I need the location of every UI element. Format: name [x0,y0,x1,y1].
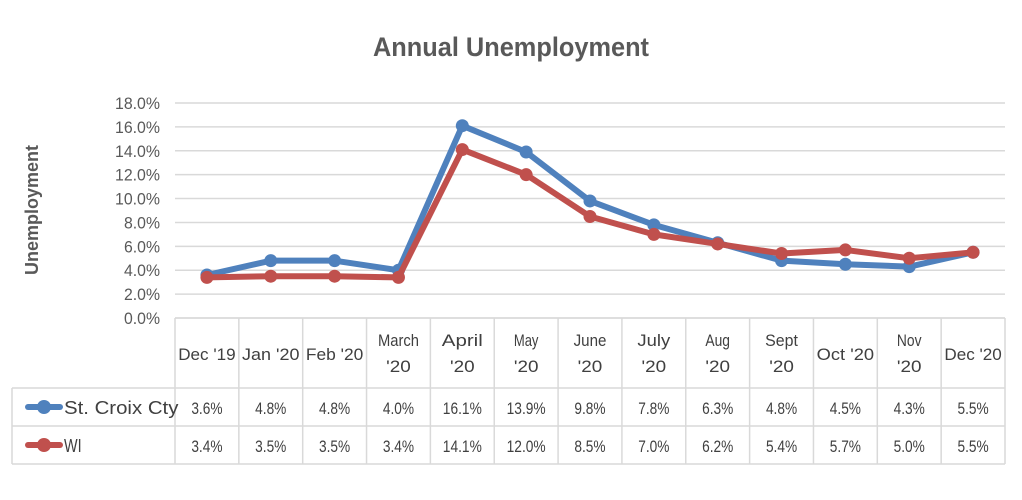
data-point [838,257,852,271]
data-point [264,254,278,268]
chart-title: Annual Unemployment [373,32,649,62]
legend-key [25,438,63,452]
data-point [264,269,278,283]
category-label: Dec '19 [178,345,235,364]
category-label: Nov [897,331,922,350]
category-label: '20 [642,357,667,376]
category-label: April [442,331,483,350]
table-cell-value: 5.0% [894,437,925,456]
data-point [838,243,852,257]
table-cell-value: 8.5% [574,437,605,456]
y-tick-label: 2.0% [124,285,160,304]
table-cell-value: 5.5% [957,437,988,456]
data-point [391,270,405,284]
data-point [455,143,469,157]
data-point [519,145,533,159]
table-cell-value: 3.4% [191,437,222,456]
category-label: Sept [765,331,798,350]
table-cell-value: 4.8% [766,399,797,418]
category-label: '20 [705,357,730,376]
table-cell-value: 12.0% [507,437,546,456]
y-tick-label: 8.0% [124,213,160,232]
table-cell-value: 3.5% [255,437,286,456]
category-label: July [637,331,670,350]
table-cell-value: 6.3% [702,399,733,418]
table-cell-value: 4.0% [383,399,414,418]
category-label: June [574,331,607,350]
data-point [902,251,916,265]
category-label: Dec '20 [944,345,1001,364]
table-cell-value: 5.4% [766,437,797,456]
category-label: Jan '20 [242,345,299,364]
data-point [328,269,342,283]
y-tick-label: 16.0% [115,118,160,137]
y-axis-label: Unemployment [22,145,42,275]
data-point [200,270,214,284]
table-cell-value: 5.7% [830,437,861,456]
y-tick-label: 12.0% [115,166,160,185]
category-label: May [514,331,539,350]
data-point [519,168,533,182]
data-point [583,194,597,208]
table-cell-value: 14.1% [443,437,482,456]
table-cell-value: 9.8% [574,399,605,418]
category-label: March [378,331,419,350]
data-point [328,254,342,268]
table-cell-value: 7.8% [638,399,669,418]
category-label: Aug [705,331,730,350]
y-tick-label: 4.0% [124,261,160,280]
y-tick-label: 6.0% [124,237,160,256]
y-tick-label: 0.0% [124,309,160,328]
category-label: Feb '20 [306,345,363,364]
category-label: '20 [386,357,411,376]
data-point [647,218,661,232]
data-point [775,247,789,260]
table-cell-value: 4.3% [894,399,925,418]
data-table: Dec '19 Jan '20 Feb '20 March '20 April '20 May… [11,317,1006,465]
category-label: '20 [514,357,539,376]
y-tick-label: 10.0% [115,190,160,209]
table-cell-value: 3.5% [319,437,350,456]
data-point [455,119,469,133]
data-point [711,237,725,251]
table-cell-value: 3.6% [191,399,222,418]
legend-key [25,400,63,414]
legend-label: WI [64,436,82,456]
data-point [583,209,597,223]
category-label: '20 [897,357,922,376]
table-cell-value: 4.8% [319,399,350,418]
table-cell-value: 13.9% [507,399,546,418]
series-st-croix-cty [200,119,980,282]
y-tick-label: 14.0% [115,142,160,161]
category-label: '20 [578,357,603,376]
category-label: '20 [450,357,475,376]
category-label: '20 [769,357,794,376]
table-cell-value: 5.5% [957,399,988,418]
y-axis-ticks: 0.0% 2.0% 4.0% 6.0% 8.0% 10.0% 12.0% 14.0% 16.0%… [115,94,160,328]
table-cell-value: 6.2% [702,437,733,456]
table-cell-value: 3.4% [383,437,414,456]
table-cell-value: 4.8% [255,399,286,418]
data-point [966,245,980,259]
series-lines [200,119,980,284]
table-cell-value: 4.5% [830,399,861,418]
data-point [647,227,661,241]
category-label: Oct '20 [817,345,874,364]
legend-label: St. Croix Cty [64,398,178,418]
table-cell-value: 7.0% [638,437,669,456]
series-wi [200,143,980,284]
table-cell-value: 16.1% [443,399,482,418]
y-tick-label: 18.0% [115,94,160,113]
